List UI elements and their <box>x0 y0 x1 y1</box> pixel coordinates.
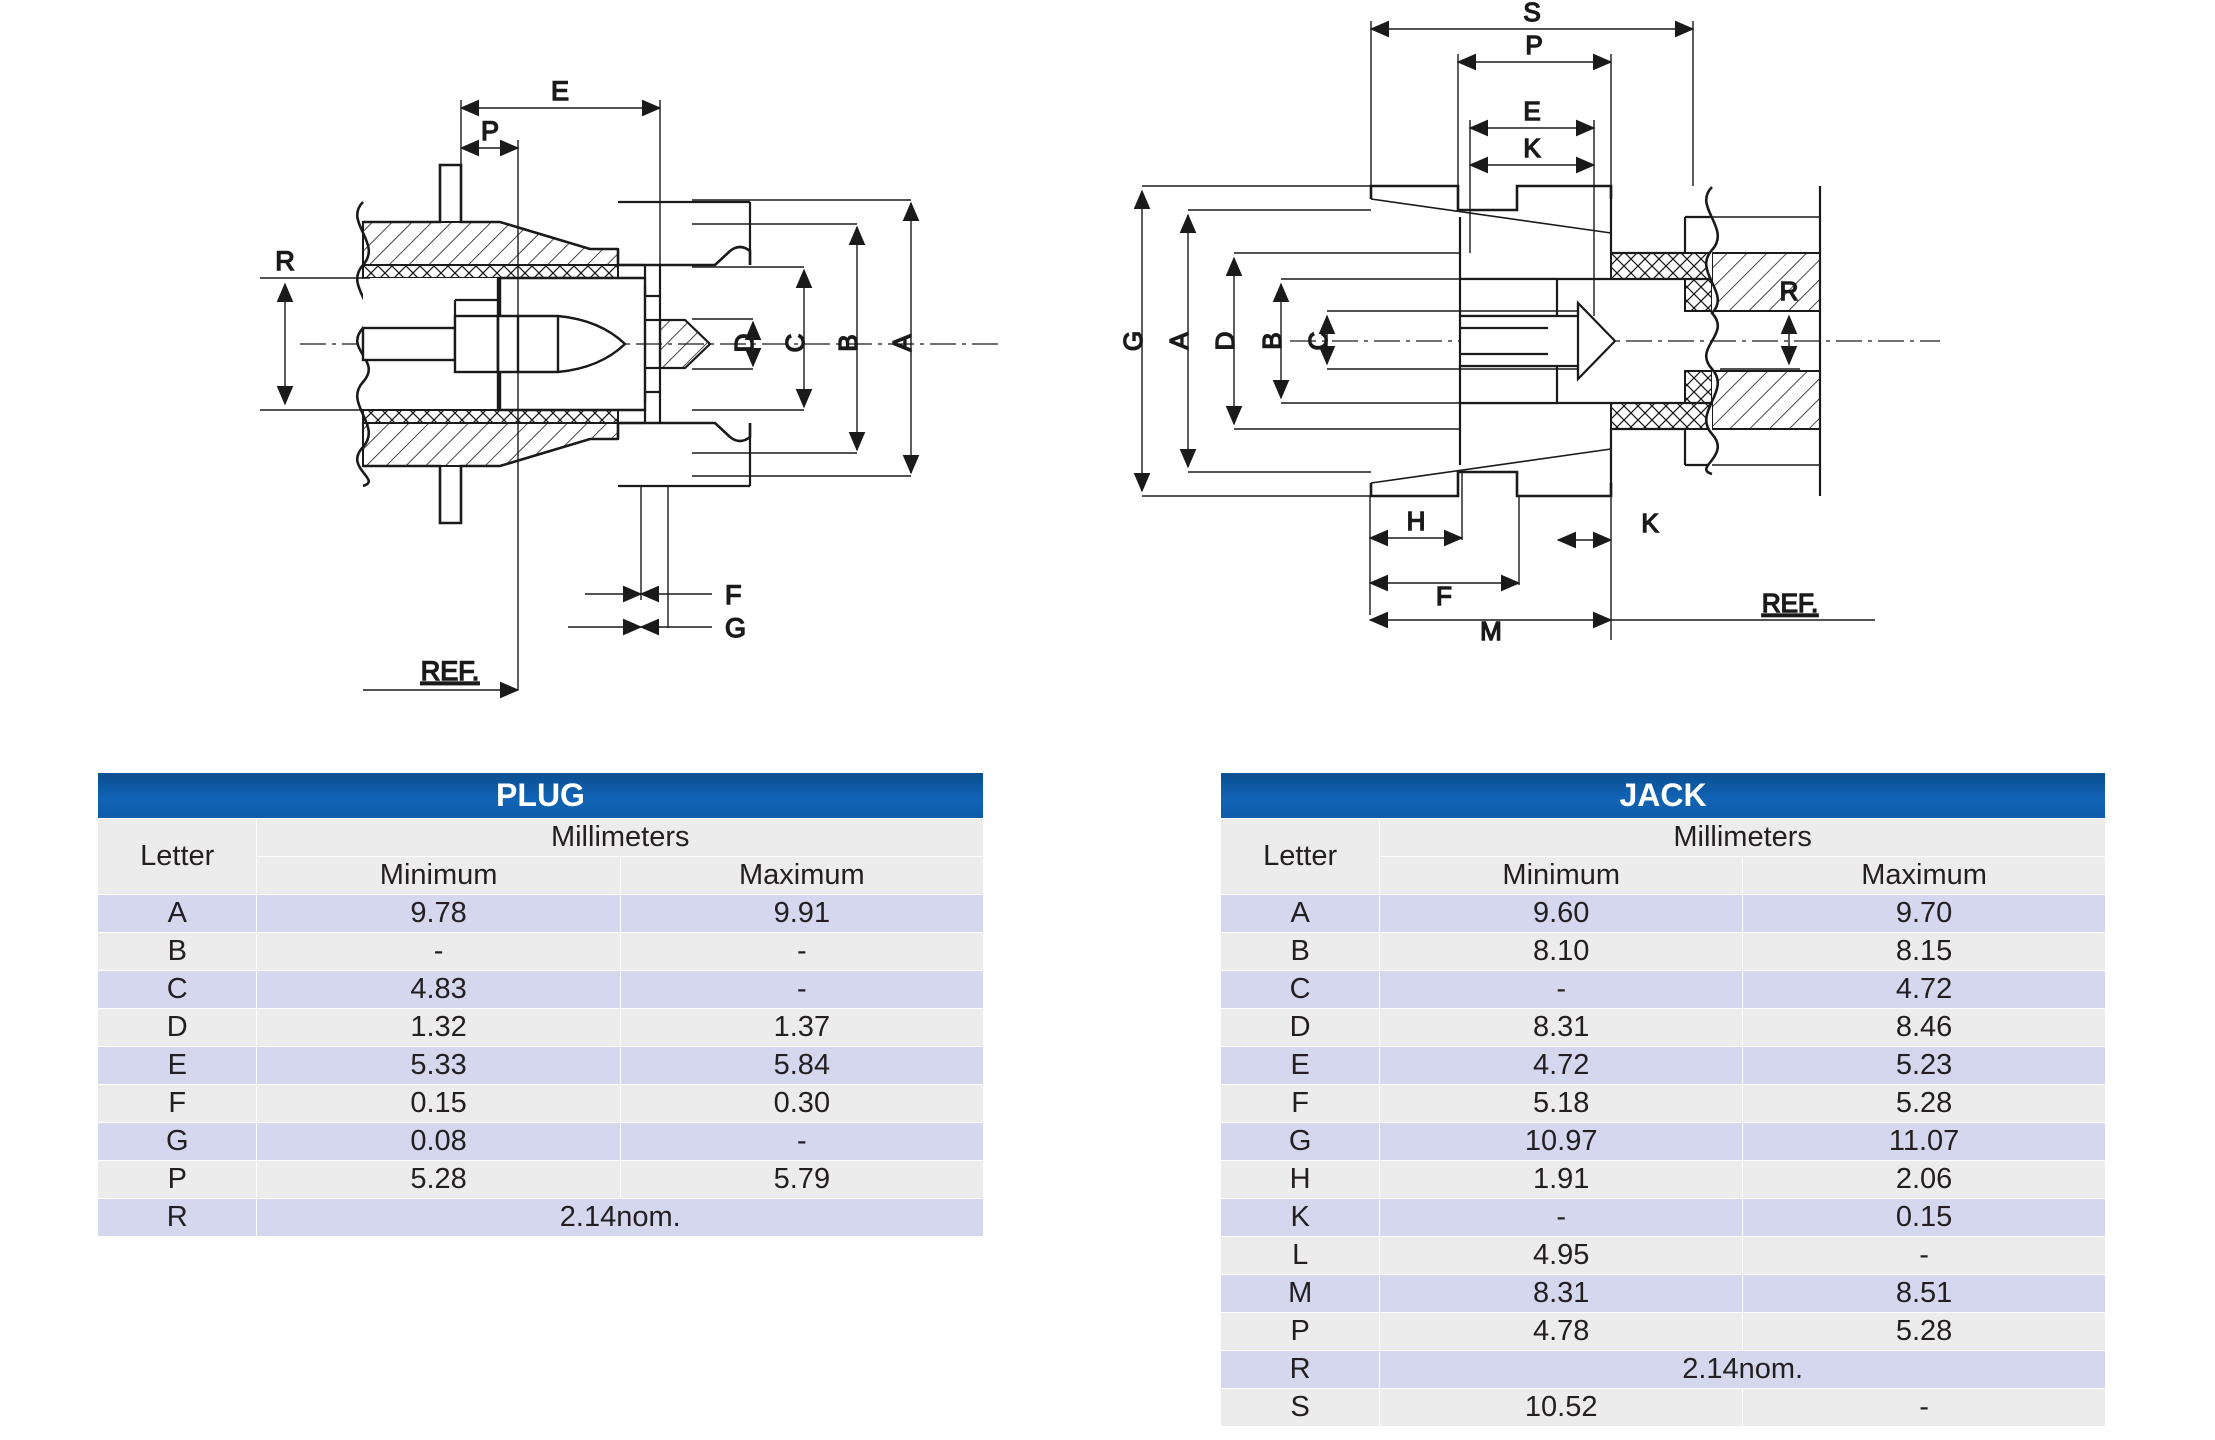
svg-text:K: K <box>1641 508 1659 538</box>
svg-text:G: G <box>725 613 746 643</box>
svg-text:H: H <box>1407 506 1426 536</box>
svg-text:E: E <box>1523 96 1540 126</box>
svg-text:D: D <box>729 334 759 353</box>
svg-text:R: R <box>1780 276 1799 306</box>
svg-text:A: A <box>887 334 917 352</box>
svg-text:REF.: REF. <box>421 656 480 686</box>
svg-text:D: D <box>1210 332 1240 351</box>
svg-text:F: F <box>725 580 742 610</box>
svg-text:G: G <box>1118 331 1148 351</box>
svg-text:E: E <box>551 76 569 106</box>
svg-text:P: P <box>1525 30 1542 60</box>
svg-text:F: F <box>1436 581 1452 611</box>
svg-text:S: S <box>1523 0 1540 27</box>
svg-text:A: A <box>1164 332 1194 350</box>
svg-text:C: C <box>780 334 810 353</box>
svg-text:B: B <box>1257 332 1287 349</box>
svg-text:R: R <box>275 246 295 276</box>
svg-text:P: P <box>481 116 499 146</box>
svg-text:K: K <box>1523 133 1541 163</box>
svg-text:REF.: REF. <box>1762 588 1818 618</box>
svg-text:C: C <box>1303 332 1333 351</box>
svg-text:B: B <box>833 334 863 351</box>
svg-text:M: M <box>1480 616 1502 646</box>
